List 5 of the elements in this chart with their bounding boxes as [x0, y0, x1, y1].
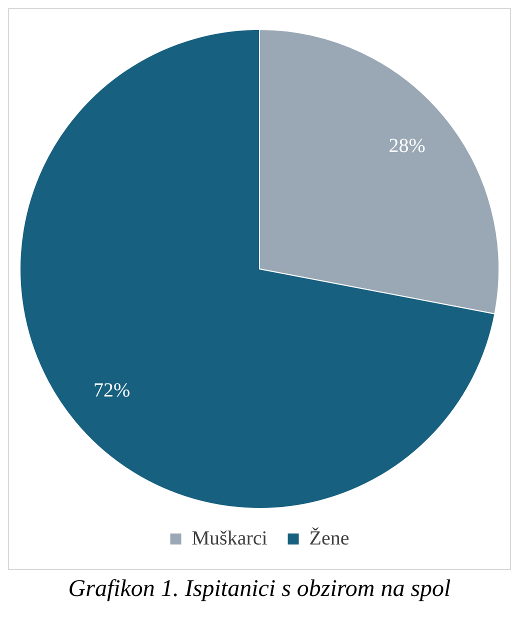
- text: Grafikon 1. Ispitanici s obzirom na spol: [67, 576, 452, 603]
- data-label: 28%: [388, 135, 426, 158]
- legend-label: Žene: [309, 526, 350, 550]
- data-label: 72%: [94, 379, 130, 402]
- legend-label: Muškarci: [192, 527, 268, 550]
